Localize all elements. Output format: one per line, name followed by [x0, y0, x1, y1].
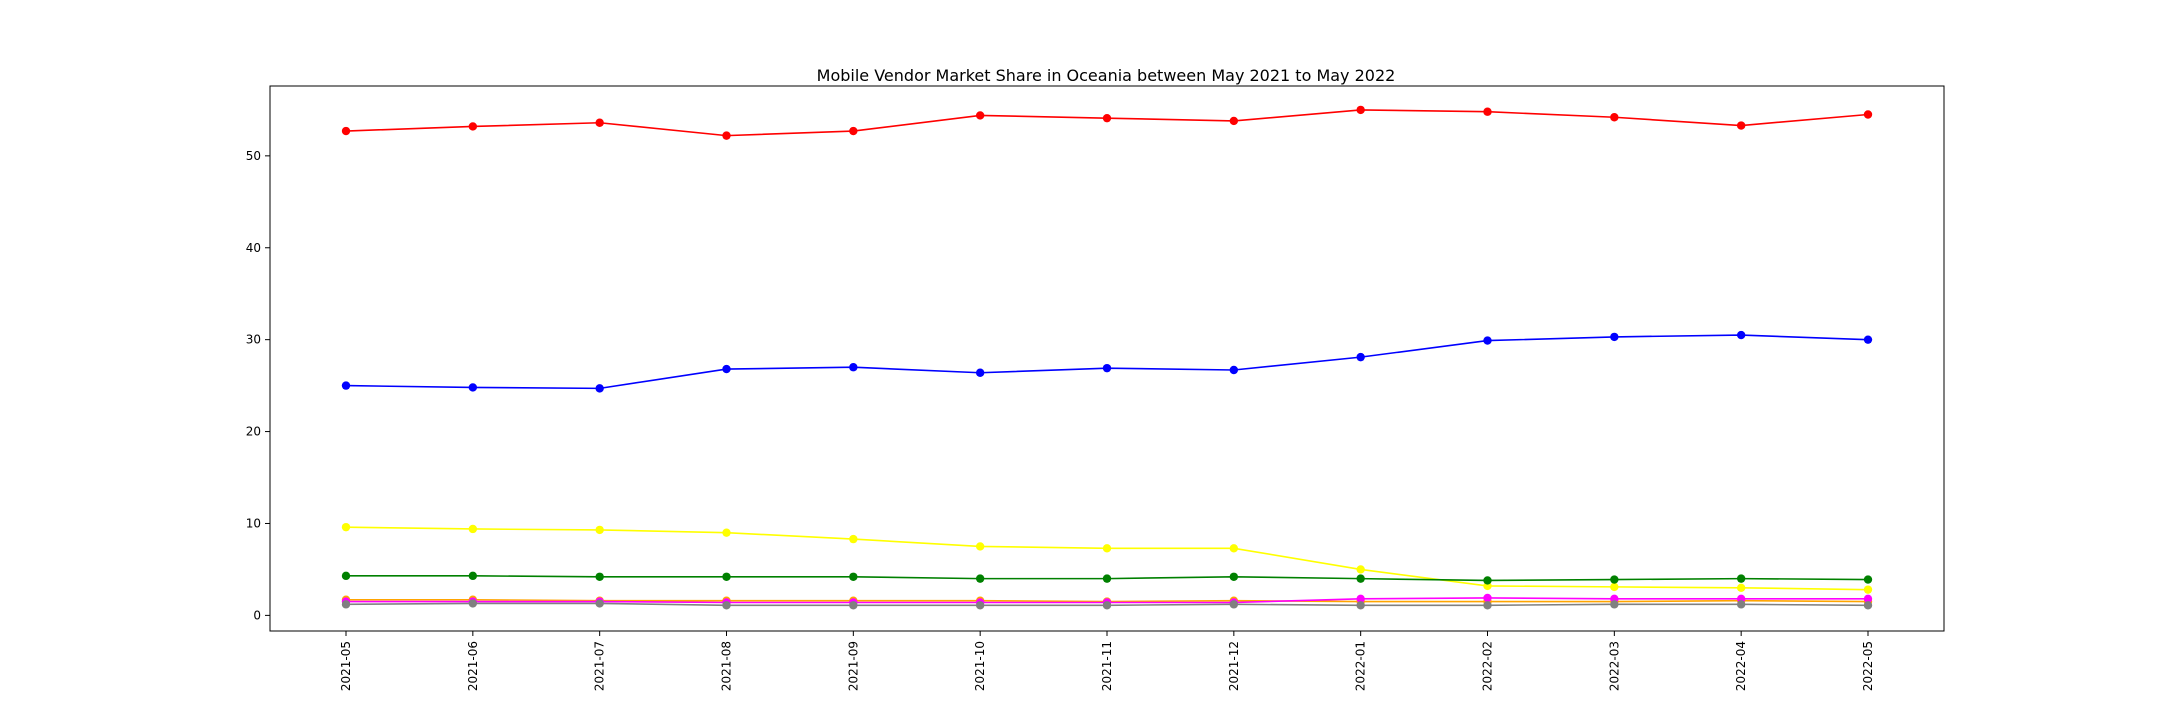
data-point [468, 571, 478, 581]
data-point [1229, 116, 1239, 126]
data-point [468, 122, 478, 131]
x-tick-label: 2021-05 [339, 641, 353, 691]
series-2 [341, 330, 1873, 393]
x-tick-label: 2021-07 [593, 641, 607, 691]
y-tick-label: 10 [246, 516, 261, 530]
data-point [595, 384, 604, 393]
data-point [1736, 574, 1746, 583]
data-point [1356, 105, 1365, 115]
data-point [1863, 601, 1873, 610]
data-point [975, 542, 985, 551]
data-point [1483, 601, 1492, 610]
data-point [1229, 365, 1239, 375]
x-tick-label: 2021-09 [846, 641, 860, 691]
data-point [975, 368, 985, 377]
data-point [1102, 574, 1112, 583]
x-tick-label: 2021-08 [720, 641, 734, 691]
data-point [849, 601, 858, 610]
data-point [975, 601, 985, 610]
data-point [1229, 572, 1239, 581]
x-tick-label: 2021-12 [1227, 641, 1241, 691]
series-layer [341, 105, 1873, 610]
chart-title: Mobile Vendor Market Share in Oceania be… [817, 66, 1396, 85]
data-point [975, 574, 985, 583]
data-point [1610, 600, 1619, 609]
data-point [722, 601, 731, 610]
data-point [975, 111, 985, 120]
data-point [1863, 585, 1873, 594]
data-point [1483, 593, 1492, 603]
y-axis: 0 10 20 30 40 50 [246, 149, 270, 622]
data-point [468, 599, 478, 608]
data-point [341, 381, 351, 390]
data-point [849, 534, 858, 544]
data-point [722, 528, 731, 537]
y-tick-label: 50 [246, 149, 261, 163]
x-tick-label: 2021-11 [1100, 641, 1114, 691]
data-point [722, 572, 731, 581]
data-point [1229, 544, 1239, 553]
data-point [1102, 113, 1112, 123]
data-point [1356, 594, 1365, 604]
data-point [595, 572, 604, 581]
data-point [1356, 352, 1365, 362]
data-point [1483, 107, 1492, 116]
data-point [1610, 575, 1619, 584]
data-point [595, 525, 604, 535]
data-point [341, 571, 351, 581]
data-point [341, 600, 351, 609]
data-point [1610, 113, 1619, 122]
data-point [1102, 601, 1112, 610]
data-point [1736, 121, 1746, 130]
x-tick-label: 2021-06 [466, 641, 480, 691]
series-line [345, 109, 1869, 137]
y-tick-label: 20 [246, 425, 261, 439]
data-point [849, 126, 858, 136]
y-tick-label: 30 [246, 333, 261, 347]
data-point [1863, 594, 1873, 604]
data-point [1102, 544, 1112, 553]
y-tick-label: 0 [253, 608, 261, 622]
x-tick-label: 2022-03 [1607, 641, 1621, 691]
data-point [1229, 600, 1239, 609]
data-point [341, 522, 351, 532]
series-7 [341, 599, 1873, 610]
series-4 [341, 571, 1873, 585]
data-point [1736, 583, 1746, 593]
data-point [1863, 575, 1873, 584]
data-point [595, 118, 604, 127]
series-3 [341, 522, 1873, 594]
series-1 [341, 105, 1873, 140]
data-point [722, 364, 731, 374]
series-line [345, 334, 1869, 390]
data-point [1610, 582, 1619, 592]
data-point [468, 524, 478, 534]
x-tick-label: 2022-01 [1354, 641, 1368, 691]
data-point [1356, 601, 1365, 610]
x-axis: 2021-05 2021-06 2021-07 2021-08 2021-09 2021-… [339, 631, 1875, 691]
data-point [1483, 336, 1492, 345]
data-point [1102, 363, 1112, 373]
data-point [1736, 330, 1746, 340]
y-tick-label: 40 [246, 241, 261, 255]
data-point [1610, 332, 1619, 342]
data-point [1356, 565, 1365, 574]
data-point [849, 363, 858, 372]
data-point [468, 383, 478, 392]
data-point [849, 572, 858, 581]
x-tick-label: 2022-04 [1734, 641, 1748, 691]
data-point [341, 126, 351, 136]
data-point [1863, 335, 1873, 344]
x-tick-label: 2022-05 [1861, 641, 1875, 691]
data-point [1863, 110, 1873, 119]
data-point [595, 599, 604, 608]
x-tick-label: 2022-02 [1481, 641, 1495, 691]
data-point [1483, 576, 1492, 585]
data-point [722, 131, 731, 140]
x-tick-label: 2021-10 [973, 641, 987, 691]
data-point [1736, 600, 1746, 609]
data-point [1356, 574, 1365, 583]
